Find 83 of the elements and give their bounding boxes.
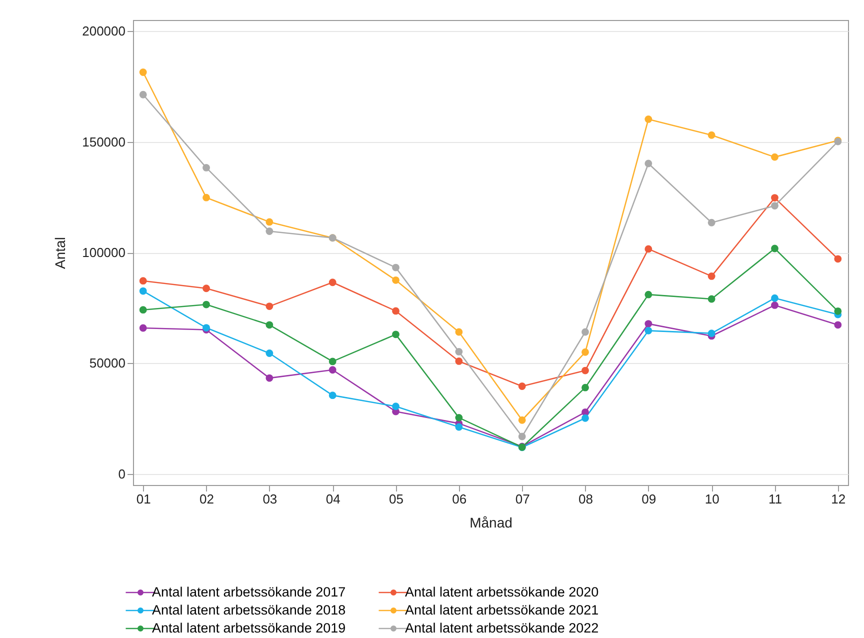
legend-label: Antal latent arbetssökande 2017 xyxy=(152,584,346,600)
x-tick-label: 08 xyxy=(578,492,593,506)
x-tick-label: 05 xyxy=(389,492,404,506)
point xyxy=(771,153,778,161)
point xyxy=(266,218,274,226)
point xyxy=(834,307,842,315)
point xyxy=(266,350,274,357)
point xyxy=(328,392,336,400)
x-tick-label: 06 xyxy=(452,492,467,506)
x-tick-label: 07 xyxy=(515,492,530,506)
point xyxy=(644,160,652,168)
x-axis-title: Månad xyxy=(470,514,512,530)
point xyxy=(392,264,400,272)
point xyxy=(644,320,652,328)
point xyxy=(708,295,716,303)
point xyxy=(328,358,336,366)
point xyxy=(708,218,716,226)
point xyxy=(771,202,778,210)
point xyxy=(644,326,652,334)
point xyxy=(266,321,274,329)
point xyxy=(771,302,778,309)
legend-label: Antal latent arbetssökande 2019 xyxy=(152,620,346,636)
legend-label: Antal latent arbetssökande 2020 xyxy=(405,584,599,600)
point xyxy=(582,366,589,374)
y-tick-label: 100000 xyxy=(82,245,126,260)
x-tick-label: 12 xyxy=(831,492,846,506)
point xyxy=(708,131,716,139)
point xyxy=(708,272,716,280)
point xyxy=(771,294,778,302)
point xyxy=(582,328,589,336)
point xyxy=(582,348,589,356)
point xyxy=(518,382,526,390)
point xyxy=(455,358,463,365)
x-tick-label: 02 xyxy=(200,492,214,506)
point xyxy=(266,228,274,235)
y-axis-title: Antal xyxy=(52,237,68,269)
point xyxy=(834,321,842,329)
legend-label: Antal latent arbetssökande 2022 xyxy=(405,620,599,636)
y-tick-label: 50000 xyxy=(89,356,126,371)
y-tick-label: 150000 xyxy=(82,134,126,150)
point xyxy=(771,194,778,202)
point xyxy=(328,278,336,286)
point xyxy=(455,414,463,422)
point xyxy=(202,164,210,172)
x-tick-label: 09 xyxy=(642,492,656,506)
point xyxy=(139,287,147,295)
x-tick-label: 01 xyxy=(136,492,151,506)
x-tick-label: 11 xyxy=(768,492,782,506)
y-tick-label: 200000 xyxy=(82,24,126,39)
point xyxy=(139,277,147,285)
point xyxy=(644,245,652,253)
point xyxy=(644,290,652,298)
point xyxy=(139,324,147,332)
x-tick-label: 10 xyxy=(704,492,720,506)
point xyxy=(834,255,842,263)
point xyxy=(771,244,778,252)
point xyxy=(518,416,526,424)
point xyxy=(582,414,589,422)
point xyxy=(202,284,210,292)
legend-label: Antal latent arbetssökande 2018 xyxy=(152,602,346,618)
point xyxy=(708,330,716,338)
point xyxy=(644,116,652,123)
y-tick-label: 0 xyxy=(118,466,126,482)
legend-label: Antal latent arbetssökande 2021 xyxy=(405,602,599,618)
point xyxy=(328,366,336,374)
point xyxy=(139,68,147,76)
point xyxy=(266,374,274,382)
point xyxy=(455,328,463,336)
point xyxy=(392,276,400,284)
point xyxy=(202,300,210,308)
x-tick-label: 03 xyxy=(262,492,278,506)
point xyxy=(518,432,526,440)
x-tick-label: 04 xyxy=(326,492,340,506)
point xyxy=(202,194,210,202)
point xyxy=(392,307,400,315)
point xyxy=(455,348,463,356)
point xyxy=(266,302,274,310)
point xyxy=(139,306,147,314)
point xyxy=(582,384,589,392)
point xyxy=(455,423,463,431)
point xyxy=(139,90,147,98)
point xyxy=(392,402,400,410)
point xyxy=(392,330,400,338)
